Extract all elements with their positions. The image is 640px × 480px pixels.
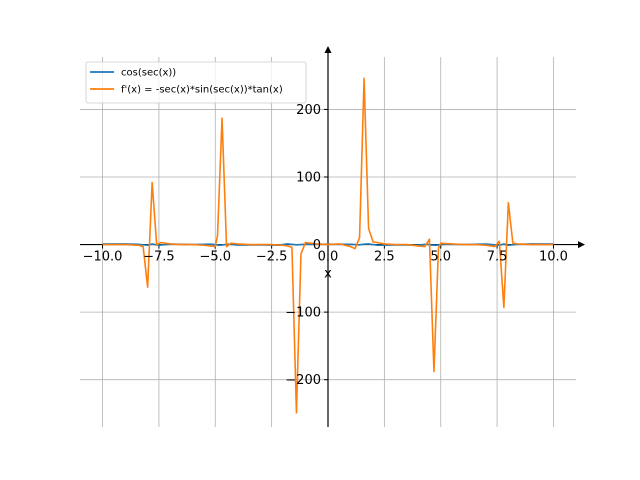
- legend-label: cos(sec(x)): [121, 68, 176, 79]
- x-tick-label: −7.5: [143, 250, 175, 265]
- legend-box: [85, 61, 307, 104]
- series-line-2: [102, 77, 554, 414]
- series-lines: [102, 77, 554, 414]
- x-tick-label: 0.0: [318, 250, 339, 265]
- x-axis-label: x: [324, 267, 332, 282]
- x-tick-label: 5.0: [430, 250, 451, 265]
- x-tick-label: 2.5: [374, 250, 395, 265]
- x-tick-label: −5.0: [199, 250, 231, 265]
- x-tick-label: 7.5: [487, 250, 508, 265]
- y-tick-label: −200: [285, 373, 321, 388]
- y-tick-label: 200: [296, 103, 321, 118]
- x-tick-label: 10.0: [539, 250, 568, 265]
- y-tick-label: 0: [313, 238, 321, 253]
- y-tick-label: 100: [296, 171, 321, 186]
- x-axis-arrowhead: [578, 241, 585, 249]
- legend-label: f'(x) = -sec(x)*sin(sec(x))*tan(x): [121, 85, 283, 96]
- tick-labels: −10.0 −7.5 −5.0 −2.5 0.0 2.5 5.0 7.5 10.0 −200 −10…: [83, 103, 568, 388]
- y-tick-label: −100: [285, 306, 321, 321]
- x-tick-label: −10.0: [83, 250, 123, 265]
- legend: cos(sec(x)) f'(x) = -sec(x)*sin(sec(x))*t…: [85, 61, 307, 104]
- y-axis-arrowhead: [324, 46, 332, 53]
- x-tick-label: −2.5: [256, 250, 288, 265]
